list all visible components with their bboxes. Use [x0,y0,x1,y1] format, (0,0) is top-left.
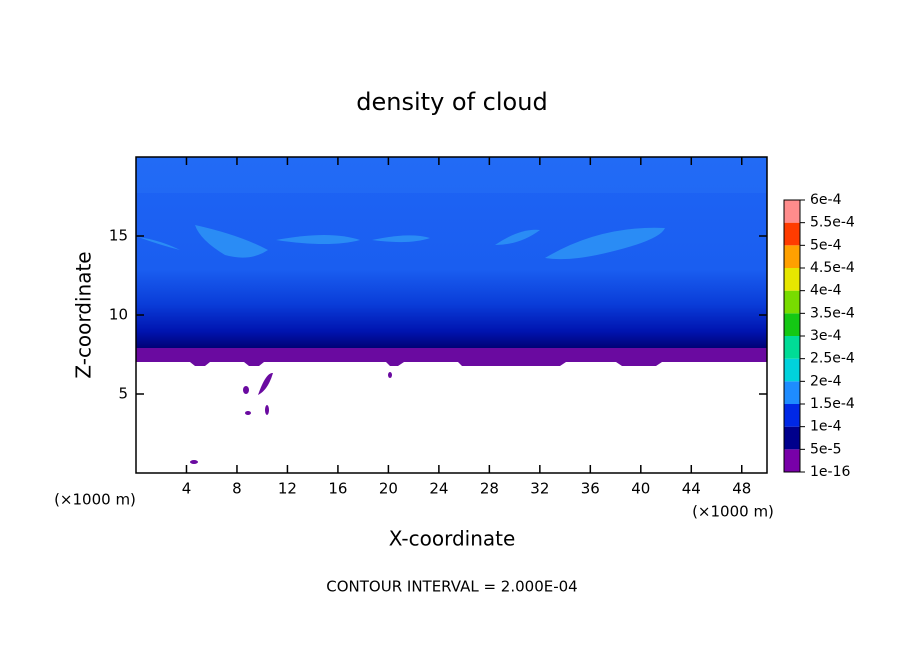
colorbar-band [784,404,800,427]
colorbar-label: 1.5e-4 [810,396,855,412]
x-tick-label: 40 [631,480,650,498]
x-unit: (×1000 m) [692,503,774,521]
x-tick-label: 32 [530,480,549,498]
colorbar-band [784,313,800,336]
y-tick-label: 15 [109,227,128,245]
x-tick-label: 44 [682,480,701,498]
x-tick-label: 8 [232,480,242,498]
colorbar-label: 3e-4 [810,328,842,344]
colorbar-band [784,381,800,404]
contour-field [136,157,767,464]
colorbar-label: 5.5e-4 [810,215,855,231]
colorbar-band [784,200,800,223]
colorbar-label: 2.5e-4 [810,351,855,367]
y-tick-label: 5 [118,385,128,403]
x-tick-label: 28 [480,480,499,498]
colorbar-band [784,336,800,359]
colorbar-label: 1e-4 [810,419,842,435]
colorbar-label: 5e-4 [810,237,842,253]
x-axis-label: X-coordinate [389,527,516,551]
colorbar-label: 3.5e-4 [810,305,855,321]
x-tick-label: 24 [429,480,448,498]
colorbar-band [784,222,800,246]
y-unit: (×1000 m) [54,491,136,509]
x-tick-label: 12 [278,480,297,498]
x-tick-label: 36 [581,480,600,498]
x-tick-label: 16 [328,480,347,498]
colorbar-label: 4.5e-4 [810,260,855,276]
colorbar-label: 5e-5 [810,441,841,457]
colorbar-label: 2e-4 [810,373,842,389]
colorbar-band [784,449,800,472]
colorbar-band [784,426,800,450]
contour-note: CONTOUR INTERVAL = 2.000E-04 [326,578,577,596]
colorbar-band [784,290,800,314]
colorbar-label: 1e-16 [810,464,850,480]
y-axis-label: Z-coordinate [72,251,96,378]
colorbar-band [784,268,800,291]
chart-title: density of cloud [356,88,547,116]
colorbar-band [784,245,800,268]
x-tick-label: 20 [379,480,398,498]
colorbar-label: 6e-4 [810,192,842,208]
colorbar-band [784,358,800,382]
colorbar-label: 4e-4 [810,283,842,299]
x-tick-label: 48 [732,480,751,498]
x-tick-label: 4 [182,480,192,498]
y-tick-label: 10 [109,306,128,324]
